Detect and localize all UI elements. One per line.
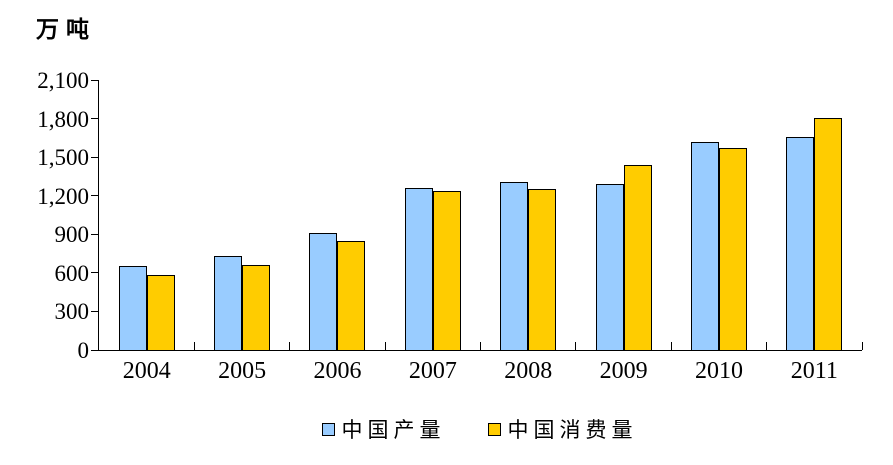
bar-2007-production bbox=[404, 188, 433, 350]
x-axis-label-2006: 2006 bbox=[313, 358, 362, 384]
plot-area: 0 300 600 900 1,200 1,500 1,800 2,100 2004 2005 20… bbox=[37, 69, 863, 384]
bar-2006-production bbox=[309, 233, 338, 350]
legend-swatch-consumption bbox=[487, 422, 501, 436]
x-axis-label-2007: 2007 bbox=[408, 358, 457, 384]
y-axis-tick bbox=[91, 79, 98, 81]
legend: 中国产量 中国消费量 bbox=[98, 414, 861, 444]
legend-label-consumption: 中国消费量 bbox=[507, 418, 638, 442]
bar-2008-consumption bbox=[528, 188, 557, 350]
legend-swatch-production bbox=[321, 422, 335, 436]
y-axis-unit-label: 万吨 bbox=[36, 17, 96, 42]
y-axis-tick bbox=[91, 272, 98, 274]
y-axis-tick bbox=[91, 118, 98, 120]
x-axis-tick bbox=[193, 342, 195, 350]
x-axis-tick bbox=[289, 342, 291, 350]
bar-2006-consumption bbox=[337, 241, 366, 350]
bar-2011-production bbox=[786, 136, 815, 350]
x-axis-tick bbox=[480, 342, 481, 350]
x-axis-label-2004: 2004 bbox=[122, 358, 171, 384]
x-axis-tick bbox=[766, 342, 768, 350]
legend-label-production: 中国产量 bbox=[341, 418, 446, 442]
x-axis-tick bbox=[384, 342, 386, 350]
y-axis-tick bbox=[91, 349, 98, 351]
legend-item-consumption: 中国消费量 bbox=[487, 414, 638, 444]
y-axis-tick-label: 0 bbox=[77, 338, 90, 363]
y-axis-tick-label: 300 bbox=[54, 299, 90, 325]
x-axis-tick bbox=[861, 342, 863, 350]
bar-2007-consumption bbox=[432, 191, 461, 350]
bar-2009-consumption bbox=[623, 164, 652, 350]
y-axis-tick-label: 1,500 bbox=[37, 145, 89, 171]
x-axis-label-2011: 2011 bbox=[790, 358, 838, 384]
x-axis-label-2008: 2008 bbox=[504, 358, 553, 384]
bar-2005-consumption bbox=[242, 264, 271, 350]
bar-2010-consumption bbox=[718, 148, 747, 350]
y-axis-tick-label: 2,100 bbox=[37, 68, 89, 93]
y-axis-tick-label: 600 bbox=[54, 260, 90, 286]
y-axis-tick-label: 1,800 bbox=[37, 106, 89, 132]
y-axis-tick-label: 900 bbox=[54, 222, 90, 248]
x-axis-label-2010: 2010 bbox=[694, 358, 743, 384]
legend-item-production: 中国产量 bbox=[321, 414, 446, 444]
bar-2005-production bbox=[214, 256, 243, 350]
bar-2004-production bbox=[118, 266, 147, 350]
y-axis-tick-label: 1,200 bbox=[37, 183, 89, 209]
x-axis-tick bbox=[575, 342, 577, 350]
y-axis-tick bbox=[91, 310, 98, 312]
bar-2011-consumption bbox=[814, 117, 843, 350]
y-axis-tick bbox=[91, 156, 98, 158]
bar-2010-production bbox=[690, 142, 719, 350]
bar-2008-production bbox=[500, 181, 529, 350]
y-axis-tick bbox=[91, 233, 98, 235]
x-axis-tick bbox=[670, 342, 672, 350]
x-axis-label-2009: 2009 bbox=[599, 358, 648, 384]
y-axis-tick bbox=[91, 195, 98, 197]
bar-2009-production bbox=[595, 184, 624, 350]
bar-2004-consumption bbox=[146, 275, 175, 350]
x-axis-label-2005: 2005 bbox=[218, 358, 267, 384]
